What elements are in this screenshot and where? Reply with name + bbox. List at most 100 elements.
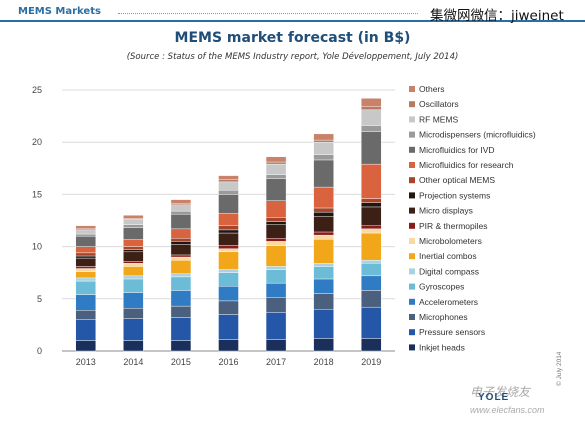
bar-segment <box>313 186 334 209</box>
bar-segment <box>313 207 334 213</box>
bar-segment <box>313 293 334 310</box>
legend-swatch <box>409 162 415 168</box>
legend-label: Microfluidics for research <box>419 160 514 170</box>
bar-segment <box>265 161 287 165</box>
bar-segment <box>218 300 239 315</box>
bar-segment <box>218 248 239 253</box>
bar-segment <box>361 263 382 277</box>
bar-segment <box>170 273 192 278</box>
bar-segment <box>170 241 192 245</box>
legend-label: RF MEMS <box>419 114 459 124</box>
bar-segment <box>313 216 334 233</box>
legend-swatch <box>409 116 415 123</box>
bar-segment <box>361 306 382 339</box>
bar-segment <box>123 340 144 352</box>
bar-segment <box>313 234 334 240</box>
bar-segment <box>123 307 144 319</box>
legend-label: Gyroscopes <box>419 282 464 292</box>
bar-segment <box>123 227 144 240</box>
x-tick-label: 2013 <box>76 357 96 367</box>
bar-segment <box>123 249 144 253</box>
bar-segment <box>313 338 334 352</box>
bar-segment <box>170 204 192 212</box>
bar-segment <box>361 290 382 308</box>
bar-segment <box>123 275 144 280</box>
bar-segment <box>361 338 382 352</box>
section-label: MEMS Markets <box>18 6 101 17</box>
legend-label: Microphones <box>419 312 468 322</box>
bar-segment <box>313 266 334 280</box>
site-watermark: 电子发烧友 <box>470 385 531 399</box>
legend-swatch <box>409 207 415 214</box>
legend-label: Microbolometers <box>419 236 482 246</box>
bar-segment <box>361 125 382 132</box>
bar-segment <box>265 200 287 218</box>
bar-segment <box>218 175 239 180</box>
yole-logo: YOLE <box>478 392 510 403</box>
x-tick-label: 2015 <box>171 357 191 367</box>
y-tick-label: 5 <box>37 294 42 304</box>
bar-segment <box>218 181 239 191</box>
legend-label: Inertial combos <box>419 251 477 261</box>
bar-segment <box>313 211 334 217</box>
bar-segment <box>75 271 96 279</box>
bar-segment <box>75 294 96 311</box>
legend-swatch <box>409 283 415 290</box>
legend-swatch <box>409 238 415 244</box>
bar-segment <box>313 239 334 264</box>
x-tick-label: 2014 <box>123 357 143 367</box>
legend-swatch <box>409 253 415 260</box>
bar-segment <box>75 268 96 272</box>
bar-segment <box>361 98 382 107</box>
bar-segment <box>123 239 144 247</box>
y-tick-label: 10 <box>32 242 42 252</box>
y-tick-label: 15 <box>32 189 42 199</box>
bar-segment <box>313 139 334 143</box>
bar-segment <box>361 259 382 264</box>
bar-segment <box>170 199 192 204</box>
bar-segment <box>265 241 287 246</box>
bar-segment <box>265 156 287 163</box>
bar-segment <box>75 310 96 320</box>
bar-segment <box>75 266 96 269</box>
bar-segment <box>75 252 96 257</box>
legend-swatch <box>409 344 415 351</box>
bar-segment <box>313 231 334 236</box>
legend-swatch <box>409 268 415 275</box>
bar-segment <box>170 254 192 258</box>
bar-segment <box>361 202 382 208</box>
bar-segment <box>75 340 96 352</box>
bar-segment <box>218 190 239 195</box>
bar-segment <box>218 269 239 273</box>
x-tick-label: 2016 <box>218 357 238 367</box>
bar-segment <box>170 210 192 215</box>
bar-segment <box>361 198 382 203</box>
bar-segment <box>361 228 382 234</box>
legend-label: Others <box>419 84 445 94</box>
x-tick-label: 2017 <box>266 357 286 367</box>
bar-segment <box>123 219 144 225</box>
legend-label: Micro displays <box>419 206 473 216</box>
bar-segment <box>265 312 287 340</box>
bar-segment <box>75 225 96 230</box>
bar-segment <box>75 280 96 295</box>
bar-segment <box>265 221 287 225</box>
header-dotted-rule <box>118 13 418 14</box>
legend-swatch <box>409 177 415 184</box>
legend-swatch <box>409 86 415 92</box>
legend-label: Oscillators <box>419 99 459 109</box>
bar-segment <box>170 290 192 307</box>
bar-segment <box>170 228 192 239</box>
bar-segment <box>170 256 192 261</box>
legend-swatch <box>409 329 415 336</box>
site-url: www.elecfans.com <box>470 405 545 415</box>
bar-segment <box>265 174 287 179</box>
bar-segment <box>313 263 334 267</box>
legend-label: Other optical MEMS <box>419 175 495 185</box>
bar-segment <box>361 131 382 165</box>
legend-swatch <box>409 298 415 305</box>
bar-segment <box>361 275 382 291</box>
bar-segment <box>170 259 192 274</box>
bar-segment <box>265 245 287 267</box>
legend-label: Microfluidics for IVD <box>419 145 495 155</box>
